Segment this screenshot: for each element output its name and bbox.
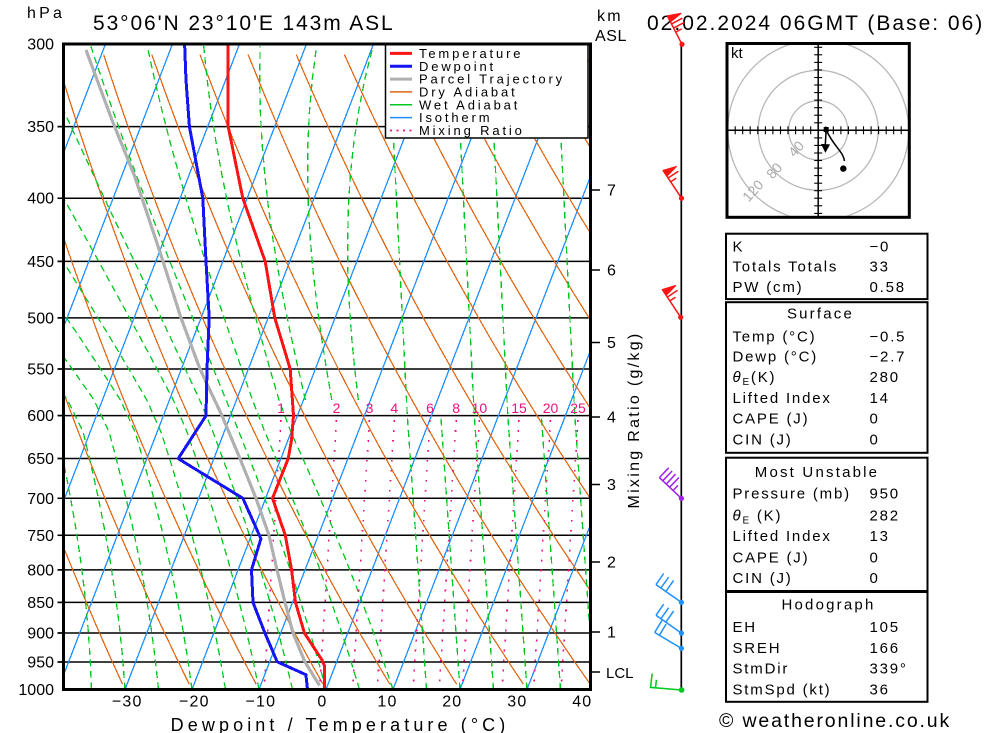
svg-text:2: 2 [333,400,341,416]
svg-text:PW (cm): PW (cm) [733,279,804,296]
svg-text:350: 350 [27,119,54,136]
svg-text:Dewpoint: Dewpoint [419,59,496,74]
svg-text:750: 750 [27,528,54,545]
svg-text:kt: kt [731,45,744,62]
svg-text:7: 7 [607,183,616,200]
svg-text:−0.5: −0.5 [870,328,907,345]
svg-text:10: 10 [377,694,397,711]
svg-text:280: 280 [870,369,900,386]
svg-text:−20: −20 [179,694,210,711]
svg-text:Surface: Surface [787,306,854,323]
svg-text:Dry Adiabat: Dry Adiabat [419,84,518,99]
svg-text:Totals Totals: Totals Totals [733,259,839,276]
svg-text:Mixing Ratio (g/kg): Mixing Ratio (g/kg) [626,331,643,508]
svg-text:282: 282 [870,508,900,525]
svg-text:1: 1 [277,400,285,416]
svg-text:LCL: LCL [606,665,634,682]
svg-text:0: 0 [317,694,327,711]
svg-text:CIN (J): CIN (J) [733,570,793,587]
svg-text:Pressure (mb): Pressure (mb) [733,485,851,502]
svg-text:700: 700 [27,491,54,508]
svg-text:Dewp (°C): Dewp (°C) [733,348,819,365]
svg-text:300: 300 [27,37,54,54]
svg-text:Lifted Index: Lifted Index [733,528,832,545]
svg-text:339°: 339° [870,660,908,677]
svg-text:3: 3 [366,400,374,416]
svg-text:Wet Adiabat: Wet Adiabat [419,97,520,112]
svg-text:−10: −10 [246,694,277,711]
svg-text:CIN (J): CIN (J) [733,432,793,449]
svg-text:14: 14 [870,390,890,407]
svg-text:10: 10 [472,400,488,416]
svg-text:© weatheronline.co.uk: © weatheronline.co.uk [719,710,951,732]
svg-text:Temp (°C): Temp (°C) [733,328,817,345]
svg-text:0: 0 [870,432,880,449]
svg-text:CAPE (J): CAPE (J) [733,411,810,428]
svg-text:800: 800 [27,562,54,579]
svg-text:40: 40 [572,694,592,711]
svg-text:1: 1 [607,625,616,642]
svg-text:950: 950 [27,655,54,672]
svg-text:−30: −30 [112,694,143,711]
svg-text:53°06'N 23°10'E 143m ASL: 53°06'N 23°10'E 143m ASL [93,12,395,35]
svg-text:450: 450 [27,254,54,271]
svg-text:EH: EH [733,619,757,636]
svg-text:650: 650 [27,451,54,468]
svg-text:550: 550 [27,362,54,379]
svg-text:0: 0 [870,549,880,566]
svg-text:StmDir: StmDir [733,660,790,677]
svg-text:33: 33 [870,259,890,276]
svg-text:500: 500 [27,310,54,327]
svg-text:5: 5 [607,335,616,352]
svg-text:−2.7: −2.7 [870,348,907,365]
svg-text:0: 0 [870,411,880,428]
svg-text:Mixing Ratio: Mixing Ratio [419,123,525,138]
svg-text:8: 8 [452,400,460,416]
svg-text:θE(K): θE(K) [733,369,777,388]
svg-text:Most Unstable: Most Unstable [755,464,879,481]
svg-text:4: 4 [390,400,398,416]
svg-text:36: 36 [870,682,890,699]
svg-text:105: 105 [870,619,900,636]
svg-text:25: 25 [570,400,586,416]
svg-text:20: 20 [543,400,559,416]
svg-text:0.58: 0.58 [870,279,906,296]
svg-text:2: 2 [607,555,616,572]
svg-text:Hodograph: Hodograph [781,597,875,614]
svg-text:3: 3 [607,477,616,494]
svg-text:950: 950 [870,485,900,502]
svg-text:Dewpoint / Temperature (°C): Dewpoint / Temperature (°C) [171,715,510,733]
svg-text:13: 13 [870,528,890,545]
svg-text:Lifted Index: Lifted Index [733,390,832,407]
svg-text:CAPE (J): CAPE (J) [733,549,810,566]
svg-text:km: km [597,8,623,25]
svg-text:−0: −0 [870,238,891,255]
svg-text:K: K [733,238,745,255]
svg-text:Temperature: Temperature [419,46,523,61]
svg-text:4: 4 [607,410,616,427]
svg-text:400: 400 [27,191,54,208]
svg-text:850: 850 [27,595,54,612]
svg-text:6: 6 [426,400,434,416]
svg-text:θE (K): θE (K) [733,508,783,527]
svg-text:0: 0 [870,570,880,587]
svg-text:02.02.2024 06GMT (Base: 06): 02.02.2024 06GMT (Base: 06) [647,12,984,35]
svg-text:1000: 1000 [18,682,54,699]
svg-text:SREH: SREH [733,640,782,657]
svg-text:StmSpd (kt): StmSpd (kt) [733,682,832,699]
svg-text:Isotherm: Isotherm [419,110,492,125]
svg-text:6: 6 [607,263,616,280]
svg-text:30: 30 [507,694,527,711]
svg-text:166: 166 [870,640,900,657]
svg-text:900: 900 [27,626,54,643]
svg-text:Parcel Trajectory: Parcel Trajectory [419,72,565,87]
svg-text:600: 600 [27,408,54,425]
svg-text:20: 20 [442,694,462,711]
svg-text:ASL: ASL [595,28,627,45]
svg-text:hPa: hPa [27,5,65,22]
svg-text:15: 15 [511,400,527,416]
